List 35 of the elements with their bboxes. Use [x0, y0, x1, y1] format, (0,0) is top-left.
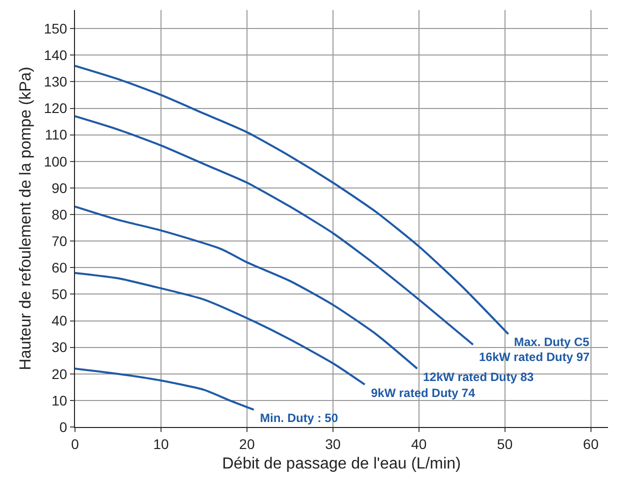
y-tick-label: 70 — [52, 232, 68, 249]
y-axis-title: Hauteur de refoulement de la pompe (kPa) — [18, 66, 35, 370]
y-tick-label: 30 — [52, 339, 68, 356]
x-tick-label: 20 — [239, 436, 255, 452]
x-tick-label: 10 — [153, 436, 169, 452]
line-series — [75, 272, 366, 386]
y-tick-label: 150 — [44, 20, 68, 36]
x-tick-label: 30 — [325, 436, 341, 452]
y-tick-label: 50 — [52, 286, 68, 302]
y-tick-label: 60 — [52, 260, 68, 276]
series-label: 12kW rated Duty 83 — [423, 370, 534, 384]
y-tick-label: 0 — [59, 418, 68, 435]
y-tick-label: 120 — [44, 100, 68, 116]
line-series — [75, 206, 418, 370]
y-tick-label: 100 — [44, 153, 68, 170]
x-tick-label: 50 — [497, 436, 513, 452]
y-tick-label: 40 — [52, 312, 68, 329]
series-label: 16kW rated Duty 97 — [479, 350, 590, 364]
x-tick-label: 0 — [71, 436, 80, 452]
series-label: Min. Duty : 50 — [260, 411, 338, 425]
x-axis-title: Débit de passage de l'eau (L/min) — [222, 456, 461, 472]
line-series — [75, 368, 255, 411]
y-tick-label: 90 — [52, 180, 68, 196]
x-tick-label: 60 — [583, 436, 599, 452]
y-tick-label: 130 — [44, 74, 68, 90]
y-tick-label: 80 — [52, 206, 68, 222]
y-tick-label: 110 — [44, 126, 68, 143]
y-tick-label: 20 — [52, 366, 68, 382]
y-tick-label: 10 — [52, 392, 68, 408]
series-label: Max. Duty C5 — [514, 335, 590, 349]
line-series — [75, 64, 510, 336]
line-series — [75, 115, 474, 346]
x-tick-label: 40 — [411, 436, 427, 452]
series-label: 9kW rated Duty 74 — [371, 386, 476, 400]
y-tick-label: 140 — [44, 47, 68, 64]
